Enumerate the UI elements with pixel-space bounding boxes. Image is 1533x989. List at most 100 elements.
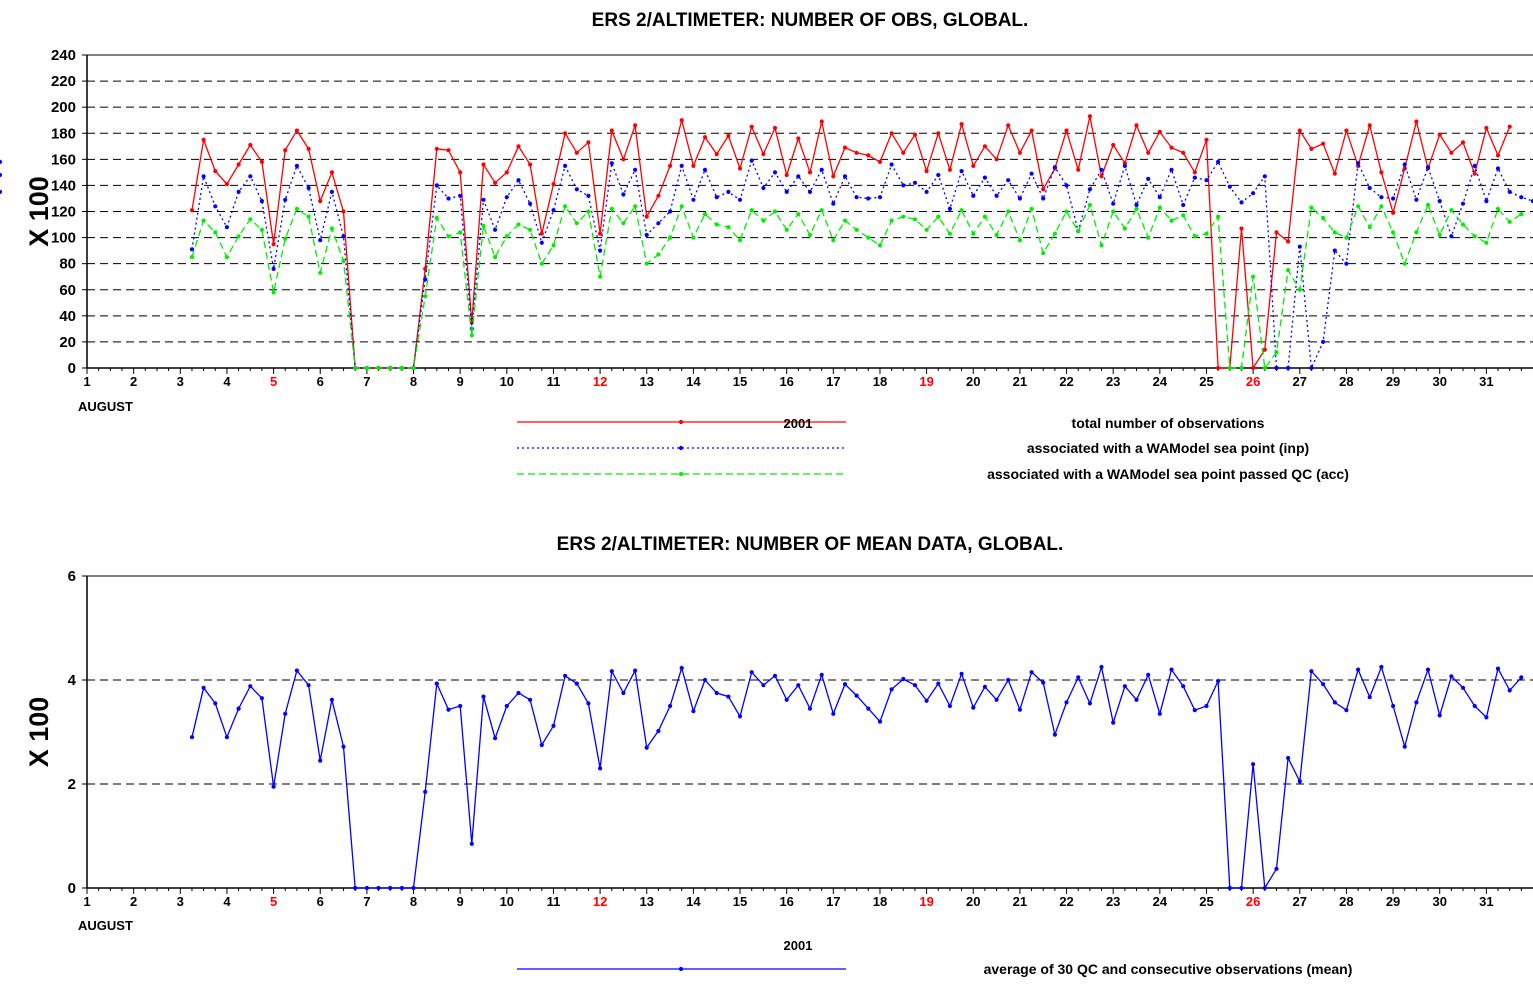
data-point xyxy=(1052,165,1057,170)
y-tick-label: 60 xyxy=(59,282,76,299)
data-point xyxy=(749,158,754,163)
data-point xyxy=(586,140,591,145)
series-3 xyxy=(189,202,1524,371)
data-point xyxy=(644,232,649,238)
data-point xyxy=(1414,197,1419,202)
data-point xyxy=(784,172,789,178)
data-point xyxy=(201,218,206,223)
x-tick-label: 24 xyxy=(1153,894,1168,909)
data-point xyxy=(1239,226,1244,231)
data-point xyxy=(912,683,918,688)
data-point xyxy=(434,183,439,188)
data-point xyxy=(609,161,614,166)
data-point xyxy=(539,742,544,748)
data-point xyxy=(353,885,358,891)
data-point xyxy=(1297,779,1302,784)
data-point xyxy=(831,238,836,243)
data-point xyxy=(1449,234,1454,239)
data-point xyxy=(1157,129,1162,134)
legend-marker xyxy=(678,419,684,425)
data-point xyxy=(399,885,404,891)
x-tick-label: 22 xyxy=(1059,374,1073,389)
x-tick-label: 26 xyxy=(1246,374,1260,389)
x-tick-label: 21 xyxy=(1013,374,1027,389)
data-point xyxy=(1192,170,1197,175)
data-point xyxy=(959,122,964,127)
series-line xyxy=(191,664,1522,891)
data-point xyxy=(1146,150,1151,155)
data-point xyxy=(248,684,253,689)
x-tick-label: 25 xyxy=(1199,894,1213,909)
data-point xyxy=(947,167,953,172)
data-point xyxy=(1321,682,1326,687)
data-point xyxy=(434,146,439,151)
data-point xyxy=(679,665,684,671)
data-point xyxy=(469,333,474,338)
data-point xyxy=(1204,178,1209,183)
data-point xyxy=(586,209,591,214)
data-point xyxy=(259,227,264,232)
data-point xyxy=(842,682,848,687)
data-point xyxy=(633,123,638,128)
data-point xyxy=(924,169,929,174)
data-point xyxy=(737,238,743,243)
data-point xyxy=(994,193,999,198)
data-point xyxy=(819,119,824,124)
data-point xyxy=(458,170,463,175)
data-point xyxy=(1356,667,1361,672)
data-point xyxy=(189,208,195,213)
data-point xyxy=(1332,171,1337,176)
data-point xyxy=(294,206,299,211)
data-point xyxy=(423,789,428,794)
data-point xyxy=(1204,137,1209,142)
data-point xyxy=(1006,209,1011,214)
y-tick-label: 40 xyxy=(59,308,76,325)
data-point xyxy=(1425,667,1431,672)
data-point xyxy=(574,150,579,155)
x-axis-label: AUGUST xyxy=(78,918,133,933)
data-point xyxy=(1239,365,1244,371)
data-point xyxy=(1391,703,1396,709)
x-tick-label: 24 xyxy=(1153,374,1168,389)
data-point xyxy=(329,226,334,231)
data-point xyxy=(236,162,241,167)
data-point xyxy=(1321,141,1326,146)
data-point xyxy=(772,170,778,175)
data-point xyxy=(236,706,241,711)
data-point xyxy=(994,157,999,162)
data-point xyxy=(1367,123,1372,128)
data-point xyxy=(539,231,544,236)
data-point xyxy=(341,259,346,264)
data-point xyxy=(551,208,556,213)
data-point xyxy=(1332,700,1337,705)
data-point xyxy=(1111,209,1116,214)
x-tick-label: 22 xyxy=(1059,894,1073,909)
y-tick-label: 100 xyxy=(51,230,76,247)
data-point xyxy=(271,784,276,789)
data-point xyxy=(329,170,334,175)
data-point xyxy=(1274,350,1279,355)
data-point xyxy=(574,221,579,226)
data-point xyxy=(213,204,218,209)
data-point xyxy=(679,204,684,209)
data-point xyxy=(504,195,509,200)
y-tick-label: 240 xyxy=(51,47,76,64)
data-point xyxy=(1262,885,1267,891)
data-point xyxy=(1076,229,1081,234)
data-point xyxy=(1507,219,1512,224)
x-tick-label: 28 xyxy=(1339,374,1353,389)
data-point xyxy=(1064,183,1069,188)
data-point xyxy=(1356,161,1361,166)
y-axis-label: X 100 xyxy=(24,176,54,247)
x-tick-label: 28 xyxy=(1339,894,1353,909)
data-point xyxy=(784,189,789,194)
data-point xyxy=(598,274,603,279)
data-point xyxy=(737,166,743,171)
data-point xyxy=(1495,153,1501,158)
y-tick-label: 2 xyxy=(68,776,76,793)
data-point xyxy=(458,230,463,235)
data-point xyxy=(294,128,299,133)
data-point xyxy=(1414,700,1419,705)
data-point xyxy=(283,236,288,241)
